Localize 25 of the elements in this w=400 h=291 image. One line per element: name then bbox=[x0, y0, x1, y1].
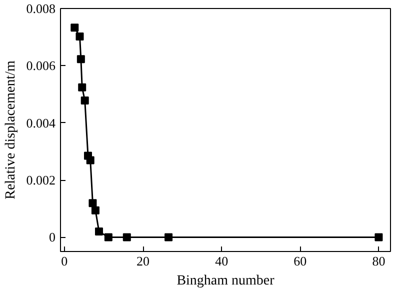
x-tick-label: 60 bbox=[294, 254, 307, 268]
y-tick-label: 0 bbox=[49, 230, 56, 245]
point bbox=[86, 156, 94, 164]
point bbox=[80, 96, 89, 105]
point bbox=[70, 24, 79, 32]
point bbox=[104, 233, 112, 242]
x-axis-title: Bingham number bbox=[176, 274, 275, 288]
x-tick-label: 20 bbox=[136, 254, 150, 268]
y-tick-label: 0.006 bbox=[26, 58, 56, 74]
point bbox=[78, 83, 86, 92]
point bbox=[95, 227, 103, 236]
x-tick-label: 80 bbox=[372, 254, 386, 268]
y-tick-label: 0.004 bbox=[26, 115, 56, 130]
y-tick-label: 0.002 bbox=[26, 172, 56, 188]
x-tick-label: 0 bbox=[61, 254, 68, 268]
y-tick-label: 0.008 bbox=[26, 1, 56, 16]
point bbox=[374, 233, 383, 242]
x-tick-label: 40 bbox=[215, 254, 228, 268]
y-axis-title: Relative displacement/m bbox=[3, 60, 18, 200]
point bbox=[88, 199, 97, 208]
point bbox=[122, 233, 131, 242]
point bbox=[76, 32, 84, 41]
point bbox=[91, 206, 100, 214]
point bbox=[164, 233, 173, 242]
point bbox=[76, 55, 85, 64]
